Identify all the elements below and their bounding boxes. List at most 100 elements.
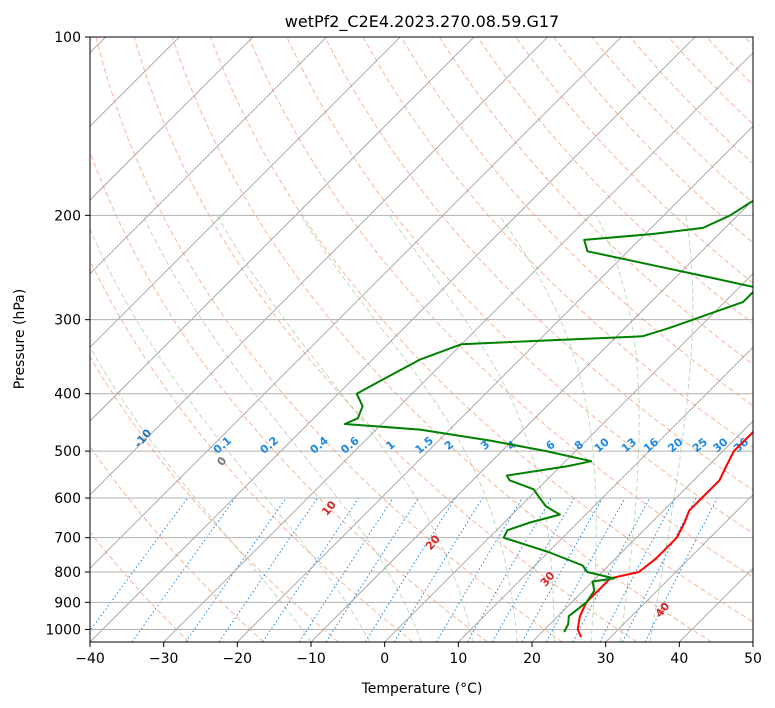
y-tick-label: 300 — [54, 313, 81, 329]
isotherm-line — [458, 346, 753, 642]
dry-adiabat-line — [133, 37, 638, 642]
mixing-ratio-line — [298, 497, 394, 642]
dry-adiabat-line — [553, 37, 753, 244]
dry-adiabat-line — [248, 37, 753, 578]
skewed-isotherms — [90, 37, 753, 642]
moist-adiabat-line — [649, 215, 694, 642]
isotherm-line — [605, 494, 753, 642]
moist-adiabats — [90, 215, 694, 642]
isotherm-line — [679, 567, 753, 642]
mixing-ratio-label: 30 — [710, 435, 730, 455]
isotherm-line — [90, 37, 696, 642]
x-axis-title: Temperature (°C) — [361, 681, 483, 697]
plot-frame — [89, 36, 754, 643]
moist-adiabat-line — [388, 215, 555, 642]
mixing-ratio-label: 2 — [442, 438, 456, 453]
moist-adiabat-line — [90, 228, 371, 642]
dry-adiabat-line — [744, 37, 753, 47]
y-tick-label: 800 — [54, 565, 81, 581]
dry-adiabat-line — [210, 37, 753, 623]
isotherm-line — [310, 199, 753, 642]
x-axis: −40 −30 −20 −10 0 10 20 30 40 50 — [75, 642, 762, 667]
y-axis-title: Pressure (hPa) — [12, 289, 28, 389]
y-tick-label: 200 — [54, 208, 81, 224]
dry-adiabat-line — [286, 37, 753, 534]
moist-adiabat-line — [300, 215, 518, 642]
x-tick-label: 20 — [523, 651, 541, 667]
adiabat-label: 0 — [215, 454, 230, 468]
mixing-ratio-line — [393, 497, 483, 642]
plot-area: 0.10.20.40.611.52346810131620253036-100-… — [90, 37, 753, 642]
mixing-ratio-line — [131, 497, 236, 642]
moist-adiabat-line — [595, 215, 640, 642]
mixing-ratio-line — [621, 497, 697, 642]
temperature-profile-line — [576, 430, 753, 638]
mixing-ratio-line — [599, 497, 676, 642]
dry-adiabat-line — [90, 355, 339, 642]
x-tick-label: −10 — [296, 651, 326, 667]
isotherm-line — [531, 420, 753, 642]
mixing-ratio-line — [521, 497, 603, 642]
moist-adiabat-line — [498, 215, 597, 642]
mixing-ratio-line — [262, 497, 360, 642]
mixing-ratio-label: 0.6 — [338, 434, 362, 457]
dry-adiabat-line — [171, 37, 712, 642]
mixing-ratio-label: 8 — [572, 438, 586, 453]
dry-adiabat-line — [90, 445, 264, 642]
mixing-ratio-label: 0.1 — [211, 434, 234, 456]
x-tick-label: −30 — [149, 651, 179, 667]
isobar-gridlines — [90, 37, 753, 630]
isopleth-labels: 0.10.20.40.611.52346810131620253036-100-… — [132, 426, 752, 620]
dry-adiabat-line — [706, 37, 753, 86]
x-tick-label: 40 — [670, 651, 688, 667]
x-tick-label: −20 — [223, 651, 253, 667]
dry-adiabat-line — [438, 37, 753, 365]
isotherm-line — [90, 37, 548, 496]
x-tick-label: 0 — [380, 651, 389, 667]
dry-adiabat-line — [95, 37, 563, 642]
y-tick-label: 400 — [54, 387, 81, 403]
dry-adiabat-label: -10 — [132, 426, 155, 450]
mixing-ratio-label: 1 — [383, 438, 397, 453]
y-tick-label: 500 — [54, 444, 81, 460]
mixing-ratio-label: 13 — [619, 435, 639, 455]
dry-adiabat-line — [90, 531, 190, 642]
y-tick-label: 1000 — [45, 622, 81, 638]
dry-adiabat-line — [324, 37, 753, 491]
mixing-ratio-line — [364, 497, 456, 642]
x-tick-label: −40 — [75, 651, 105, 667]
isotherm-line — [752, 641, 753, 642]
dry-adiabat-line — [477, 37, 753, 325]
isotherm-line — [237, 125, 753, 642]
mixing-ratio-line — [218, 497, 318, 642]
x-tick-label: 30 — [597, 651, 615, 667]
mixing-ratio-label: 1.5 — [413, 434, 436, 456]
isotherm-line — [90, 37, 401, 348]
mixing-ratio-label: 25 — [690, 435, 710, 455]
mixing-ratio-label: 20 — [665, 435, 685, 455]
y-tick-label: 600 — [54, 491, 81, 507]
mixing-ratio-label: 0.4 — [308, 434, 332, 457]
mixing-ratio-line — [90, 497, 189, 632]
mixing-ratio-lines — [90, 497, 718, 642]
dry-adiabat-line — [668, 37, 753, 125]
moist-adiabat-line — [90, 346, 312, 642]
isotherm-line — [90, 37, 327, 275]
chart-title: wetPf2_C2E4.2023.270.08.59.G17 — [285, 12, 559, 32]
isotherm-line — [163, 52, 753, 642]
dry-adiabat-line — [90, 259, 414, 642]
dry-adiabat-line — [90, 150, 488, 642]
y-tick-label: 900 — [54, 595, 81, 611]
dry-adiabats — [90, 37, 753, 642]
mixing-ratio-line — [572, 497, 651, 642]
mixing-ratio-line — [325, 497, 419, 642]
x-tick-label: 10 — [449, 651, 467, 667]
adiabat-label: 20 — [423, 532, 443, 552]
isotherm-line — [90, 37, 622, 569]
profile-series — [343, 200, 753, 638]
x-tick-label: 50 — [744, 651, 762, 667]
dry-adiabat-line — [400, 37, 753, 407]
mixing-ratio-label: 16 — [641, 435, 661, 455]
isotherm-line — [384, 273, 753, 642]
